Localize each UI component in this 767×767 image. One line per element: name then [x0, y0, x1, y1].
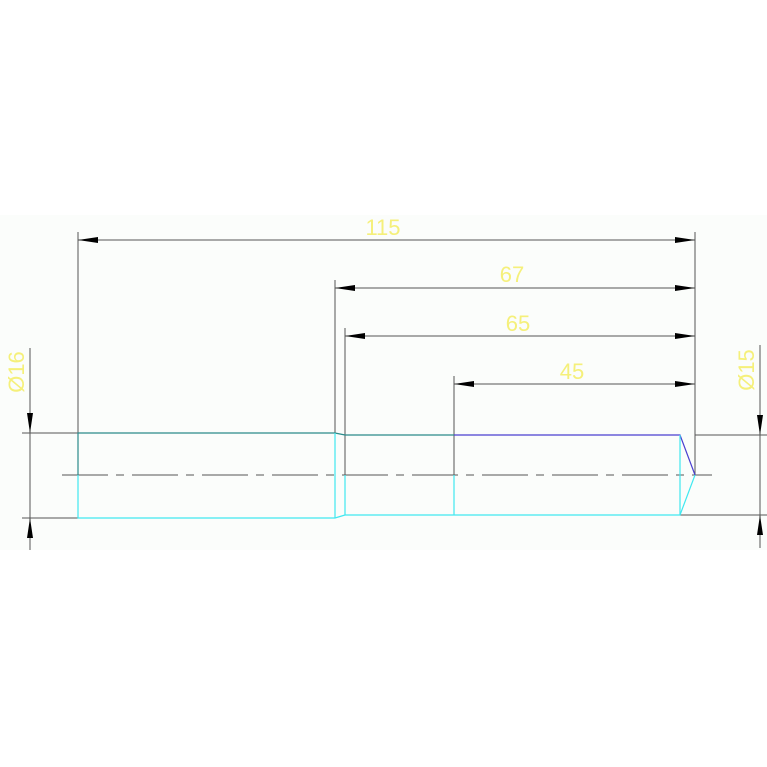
- dim-text-d16: Ø16: [4, 351, 29, 393]
- dimension-lines: [27, 237, 763, 550]
- drawing-area: [0, 215, 767, 550]
- dim-text-65: 65: [506, 311, 530, 336]
- dim-text-67: 67: [500, 262, 524, 287]
- dim-text-d15: Ø15: [734, 349, 759, 391]
- dim-text-45: 45: [560, 359, 584, 384]
- part-outline: [77, 432, 696, 519]
- dim-text-115: 115: [365, 215, 400, 240]
